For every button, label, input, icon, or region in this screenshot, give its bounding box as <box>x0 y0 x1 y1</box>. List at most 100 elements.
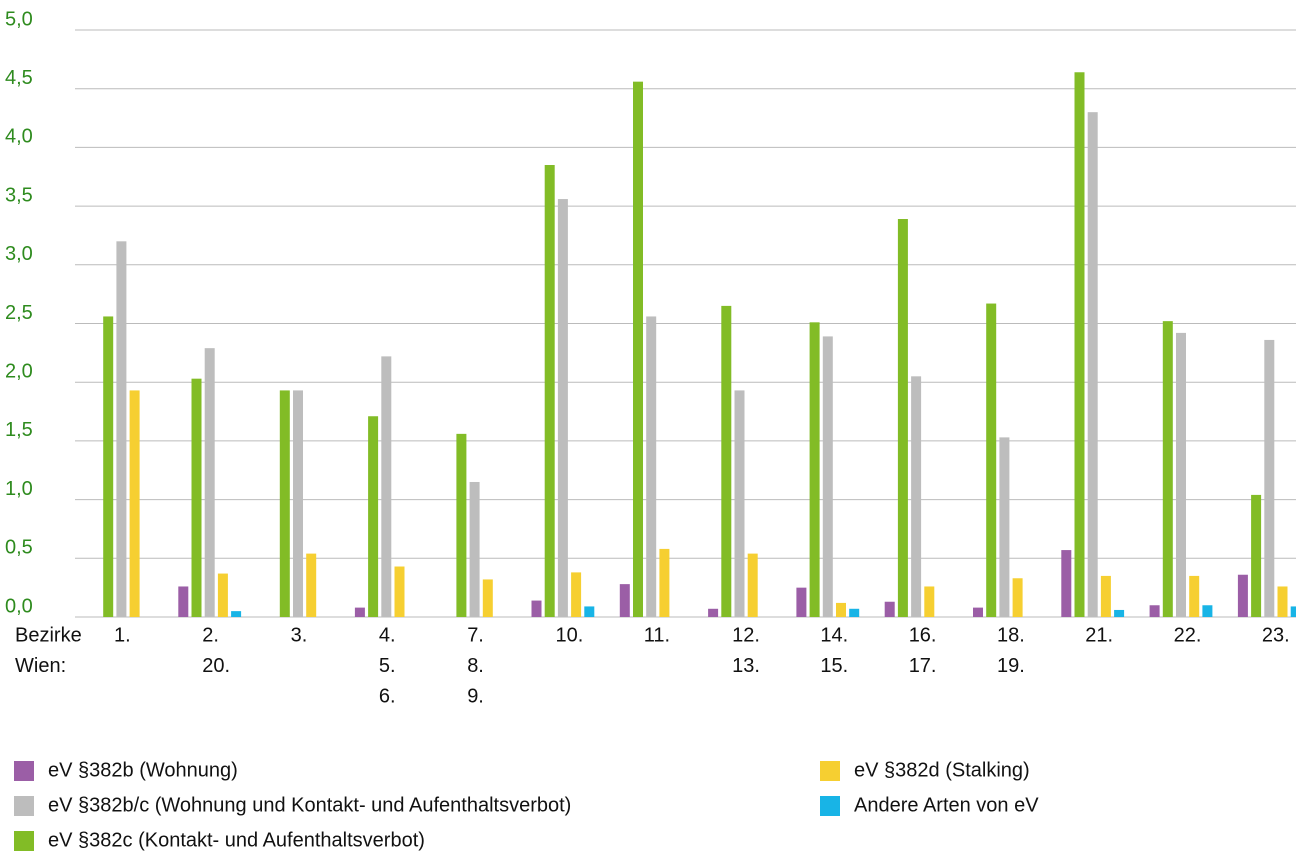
bar <box>103 316 114 617</box>
legend-label: Andere Arten von eV <box>854 794 1039 816</box>
bar <box>191 378 202 617</box>
bar <box>1162 321 1173 617</box>
bar <box>1100 575 1111 617</box>
legend-label: eV §382b (Wohnung) <box>48 759 238 781</box>
legend-swatch <box>820 796 840 816</box>
bar <box>836 602 846 617</box>
x-tick-label: 1. <box>114 624 131 646</box>
bar <box>381 356 392 617</box>
bar <box>293 390 303 617</box>
bar <box>1012 578 1023 617</box>
bar <box>279 390 290 617</box>
x-tick-label: 8. <box>467 655 484 677</box>
bar <box>734 390 745 617</box>
y-tick-label: 0,0 <box>5 595 33 617</box>
legend-label: eV §382b/c (Wohnung und Kontakt- und Auf… <box>48 794 571 816</box>
x-axis-label: Bezirke <box>15 624 82 646</box>
bar <box>1264 339 1275 617</box>
bar <box>646 316 657 617</box>
bar <box>633 81 643 617</box>
x-tick-label: 20. <box>202 655 230 677</box>
bar <box>911 376 922 617</box>
x-tick-label: 19. <box>997 655 1025 677</box>
x-tick-label: 2. <box>202 624 219 646</box>
bar <box>809 322 820 617</box>
bar <box>469 481 480 617</box>
bar <box>1202 605 1213 617</box>
x-tick-label: 16. <box>909 624 937 646</box>
bar <box>584 606 595 617</box>
x-tick-label: 22. <box>1174 624 1202 646</box>
x-tick-label: 21. <box>1085 624 1113 646</box>
y-tick-label: 4,5 <box>5 67 33 89</box>
x-tick-label: 12. <box>732 624 760 646</box>
bar <box>1087 112 1098 618</box>
bar <box>1114 609 1125 617</box>
y-tick-label: 1,5 <box>5 419 33 441</box>
bar <box>1237 574 1248 617</box>
bar <box>1149 605 1160 617</box>
bar <box>708 608 719 617</box>
x-tick-label: 13. <box>732 655 760 677</box>
bar <box>116 241 127 617</box>
bar <box>796 587 807 617</box>
bar <box>544 165 555 617</box>
x-tick-label: 4. <box>379 624 396 646</box>
y-tick-label: 5,0 <box>5 8 33 30</box>
bar <box>129 390 140 617</box>
bar <box>619 584 630 617</box>
x-tick-label: 9. <box>467 685 484 707</box>
x-tick-label: 10. <box>556 624 584 646</box>
bar <box>368 416 379 617</box>
x-tick-label: 17. <box>909 655 937 677</box>
x-axis-label: Wien: <box>15 655 66 677</box>
x-tick-label: 3. <box>291 624 308 646</box>
bar <box>1074 72 1085 618</box>
y-tick-label: 0,5 <box>5 537 33 559</box>
bar <box>897 219 908 618</box>
bar <box>557 199 568 617</box>
x-tick-label: 7. <box>467 624 484 646</box>
bar <box>204 348 215 617</box>
bar <box>721 305 732 617</box>
bar <box>924 586 935 617</box>
bar <box>306 553 317 617</box>
x-tick-label: 6. <box>379 685 396 707</box>
bar <box>973 607 983 617</box>
x-tick-label: 18. <box>997 624 1025 646</box>
bar <box>1176 332 1186 617</box>
legend-swatch <box>14 796 34 816</box>
legend-swatch <box>14 761 34 781</box>
bar <box>354 607 365 617</box>
bar <box>231 611 242 617</box>
bar <box>482 579 493 617</box>
bar <box>822 336 833 617</box>
y-tick-label: 2,0 <box>5 360 33 382</box>
bar <box>1189 575 1200 617</box>
bar <box>999 437 1010 617</box>
bar <box>571 572 582 617</box>
x-tick-label: 23. <box>1262 624 1290 646</box>
legend-swatch <box>820 761 840 781</box>
x-tick-label: 14. <box>820 624 848 646</box>
bar <box>659 548 670 617</box>
bar <box>531 600 542 617</box>
bar <box>1290 606 1296 617</box>
bar <box>217 573 228 617</box>
legend-swatch <box>14 831 34 851</box>
bar <box>1277 586 1288 617</box>
bar <box>884 601 895 617</box>
y-tick-label: 3,0 <box>5 243 33 265</box>
bar <box>178 586 189 617</box>
x-tick-label: 15. <box>820 655 848 677</box>
bar <box>1061 550 1072 617</box>
bar <box>1251 494 1262 617</box>
bar <box>394 566 405 617</box>
bar <box>456 433 467 617</box>
y-tick-label: 1,0 <box>5 478 33 500</box>
bar <box>986 303 997 617</box>
y-tick-label: 2,5 <box>5 302 33 324</box>
x-tick-label: 5. <box>379 655 396 677</box>
x-tick-label: 11. <box>644 624 670 646</box>
